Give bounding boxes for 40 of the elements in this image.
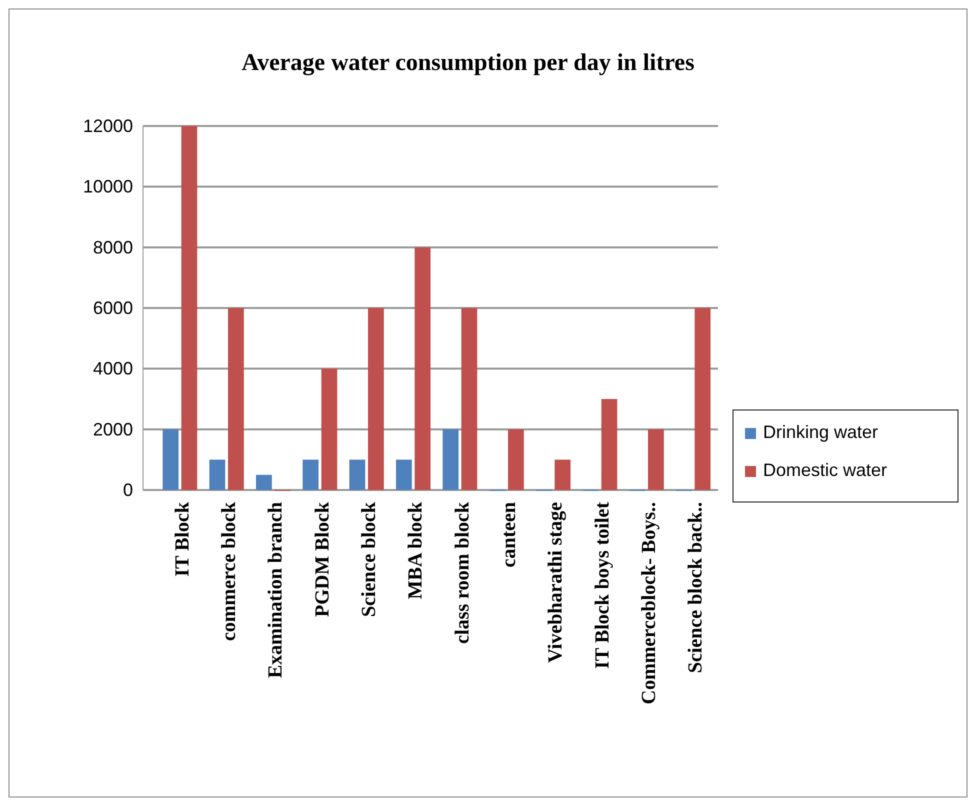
x-tick-label: Vivebharathi stage	[544, 502, 567, 663]
bar	[162, 429, 179, 490]
bar	[181, 126, 198, 490]
bar	[396, 460, 412, 490]
x-tick-label: Examination branch	[264, 502, 287, 678]
bar	[414, 247, 431, 490]
bar	[508, 429, 524, 490]
x-tick-label: MBA block	[404, 501, 427, 600]
x-tick-label: PGDM Block	[311, 501, 334, 617]
bar	[349, 460, 366, 490]
bar	[321, 368, 338, 490]
bar	[694, 308, 711, 490]
y-tick-label: 0	[122, 480, 133, 500]
y-tick-label: 10000	[82, 176, 133, 197]
y-tick-label: 2000	[92, 419, 133, 440]
x-tick-label: IT Block	[171, 501, 194, 577]
x-tick-label: Science block	[358, 501, 380, 617]
x-tick-label: commerce block	[218, 501, 240, 642]
y-tick-label: 8000	[92, 237, 133, 258]
bar	[442, 429, 459, 490]
bar	[461, 308, 478, 490]
bar	[601, 399, 618, 490]
x-tick-label: Science block back..	[684, 502, 707, 674]
bar	[368, 308, 384, 490]
x-tick-label: canteen	[498, 502, 520, 568]
x-tick-label: class room block	[451, 501, 474, 644]
bar	[209, 460, 226, 490]
x-tick-label: IT Block boys toilet	[591, 502, 614, 669]
y-tick-label: 4000	[92, 358, 133, 379]
legend-label: Drinking water	[763, 422, 878, 442]
legend-label: Domestic water	[763, 460, 888, 480]
y-tick-label: 6000	[92, 298, 133, 318]
bar	[256, 474, 272, 490]
bar	[302, 460, 319, 490]
bar	[228, 308, 244, 490]
y-tick-label: 12000	[82, 116, 133, 136]
x-tick-label: Commerceblock- Boys..	[638, 502, 660, 704]
chart-title: Average water consumption per day in litres	[242, 50, 694, 76]
bar	[554, 460, 571, 490]
bar	[648, 429, 664, 490]
